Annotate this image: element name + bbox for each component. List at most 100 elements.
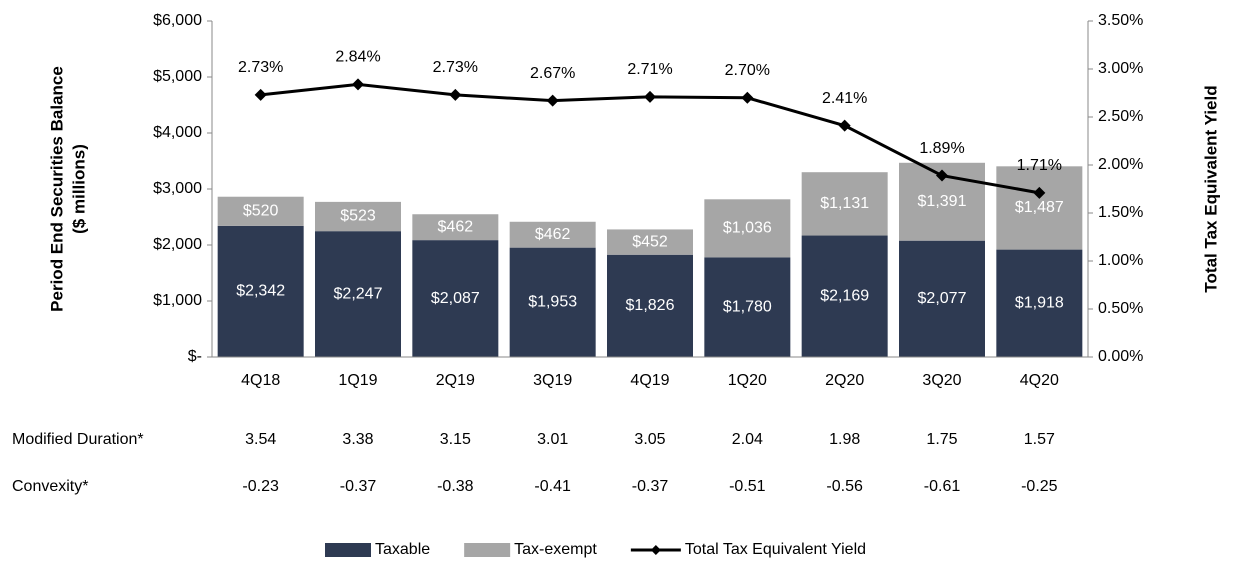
- bar-label: $1,826: [626, 297, 675, 314]
- bar-segment: [315, 231, 401, 357]
- bar-label: $2,077: [918, 290, 967, 307]
- table-cell: 3.54: [245, 431, 276, 448]
- x-tick-label: 1Q19: [338, 372, 377, 389]
- y2-tick-label: 3.00%: [1098, 60, 1143, 77]
- y2-axis-title: Total Tax Equivalent Yield: [1201, 85, 1220, 292]
- yield-label: 2.71%: [627, 61, 672, 78]
- bar-segment: [412, 214, 499, 241]
- bar-segment: [704, 257, 791, 357]
- table-cell: -0.38: [437, 478, 474, 495]
- yield-marker: [838, 119, 851, 132]
- bar-label: $1,780: [723, 298, 772, 315]
- bar-segment: [412, 240, 499, 357]
- bar-segment: [217, 196, 304, 226]
- bar-label: $1,036: [723, 220, 772, 237]
- yield-label: 2.84%: [335, 49, 380, 66]
- yield-label: 2.73%: [433, 59, 478, 76]
- yield-label: 2.70%: [725, 62, 770, 79]
- table-cell: 3.38: [342, 431, 373, 448]
- bar-label: $1,918: [1015, 295, 1064, 312]
- y-tick-label: $1,000: [153, 292, 202, 309]
- y-axis-title: Period End Securities Balance: [47, 66, 66, 312]
- y2-tick-label: 2.50%: [1098, 108, 1143, 125]
- bar-label: $1,131: [820, 195, 869, 212]
- x-tick-label: 4Q20: [1020, 372, 1059, 389]
- legend-swatch: [325, 543, 371, 557]
- yield-marker: [449, 88, 462, 101]
- table-cell: 1.57: [1024, 431, 1055, 448]
- bar-segment: [509, 221, 596, 248]
- table-cell: 3.05: [634, 431, 665, 448]
- yield-marker: [352, 78, 364, 91]
- x-tick-label: 2Q19: [436, 372, 475, 389]
- bar-label: $2,342: [236, 283, 285, 300]
- x-tick-label: 4Q18: [241, 372, 280, 389]
- bar-segment: [509, 247, 596, 357]
- yield-marker: [1033, 186, 1046, 199]
- x-tick-label: 2Q20: [825, 372, 864, 389]
- yield-label: 2.73%: [238, 59, 283, 76]
- bar-segment: [607, 229, 693, 255]
- bar-segment: [607, 254, 693, 357]
- yield-marker: [741, 91, 754, 104]
- y2-tick-label: 1.00%: [1098, 252, 1143, 269]
- yield-label: 2.41%: [822, 90, 867, 107]
- bar-label: $462: [535, 226, 571, 243]
- x-tick-label: 4Q19: [630, 372, 669, 389]
- legend-label: Tax-exempt: [514, 541, 597, 558]
- bar-label: $462: [438, 218, 474, 235]
- y-axis-title: ($ millions): [69, 144, 88, 234]
- bar-label: $1,487: [1015, 199, 1064, 216]
- yield-marker: [644, 90, 656, 103]
- table-cell: -0.37: [340, 478, 377, 495]
- table-row-label: Modified Duration*: [12, 431, 144, 448]
- bar-segment: [704, 199, 791, 258]
- y2-tick-label: 0.50%: [1098, 300, 1143, 317]
- yield-label: 2.67%: [530, 65, 575, 82]
- y-tick-label: $5,000: [153, 68, 202, 85]
- y2-tick-label: 2.00%: [1098, 156, 1143, 173]
- bar-label: $520: [243, 203, 279, 220]
- y2-tick-label: 0.00%: [1098, 348, 1143, 365]
- bar-segment: [996, 166, 1083, 250]
- table-cell: -0.61: [924, 478, 961, 495]
- bar-label: $1,391: [918, 193, 967, 210]
- table-cell: -0.56: [826, 478, 863, 495]
- bar-label: $2,247: [334, 285, 383, 302]
- bar-label: $2,169: [820, 287, 869, 304]
- table-cell: -0.37: [632, 478, 669, 495]
- yield-label: 1.89%: [919, 140, 964, 157]
- table-row-label: Convexity*: [12, 478, 88, 495]
- legend-marker: [650, 545, 661, 555]
- yield-marker: [254, 88, 267, 101]
- bar-label: $523: [340, 208, 376, 225]
- legend-label: Taxable: [375, 541, 430, 558]
- x-tick-label: 3Q20: [922, 372, 961, 389]
- y2-tick-label: 3.50%: [1098, 12, 1143, 29]
- bar-segment: [315, 201, 401, 232]
- bar-segment: [996, 249, 1083, 357]
- bar-label: $452: [632, 233, 668, 250]
- table-cell: 1.75: [926, 431, 957, 448]
- table-cell: -0.51: [729, 478, 766, 495]
- table-cell: -0.23: [242, 478, 279, 495]
- x-tick-label: 1Q20: [728, 372, 767, 389]
- y-tick-label: $2,000: [153, 236, 202, 253]
- bar-label: $1,953: [528, 294, 577, 311]
- yield-label: 1.71%: [1017, 157, 1062, 174]
- y-tick-label: $3,000: [153, 180, 202, 197]
- table-cell: -0.41: [534, 478, 571, 495]
- yield-marker: [546, 94, 559, 107]
- legend-swatch: [464, 543, 511, 557]
- y-tick-label: $-: [188, 348, 202, 365]
- x-tick-label: 3Q19: [533, 372, 572, 389]
- y2-tick-label: 1.50%: [1098, 204, 1143, 221]
- table-cell: 3.15: [440, 431, 471, 448]
- bar-label: $2,087: [431, 290, 480, 307]
- bar-segment: [217, 225, 304, 357]
- bar-segment: [801, 235, 888, 357]
- table-cell: 3.01: [537, 431, 568, 448]
- y-tick-label: $4,000: [153, 124, 202, 141]
- table-cell: 1.98: [829, 431, 860, 448]
